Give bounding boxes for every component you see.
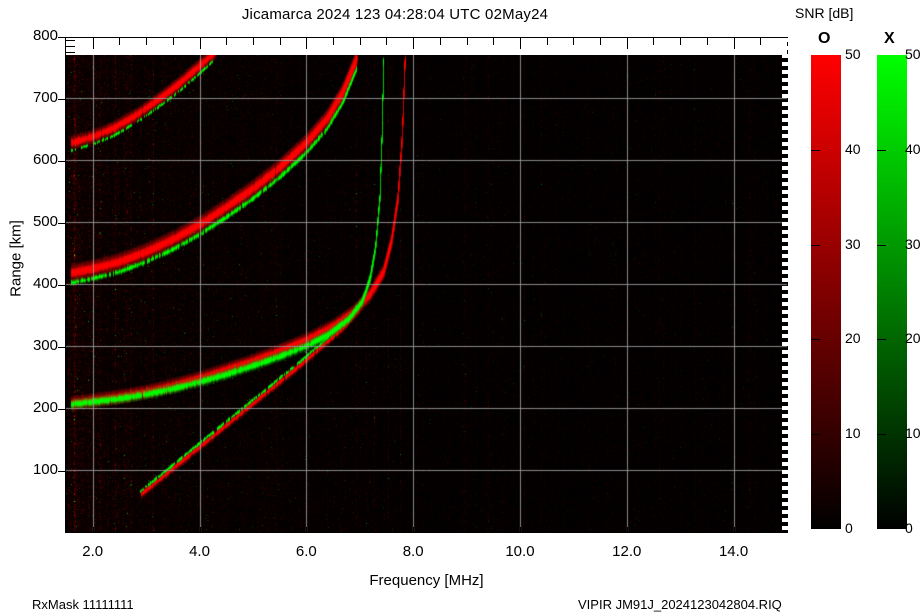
x-tick-label: 10.0 xyxy=(505,543,535,560)
top-tick-mark xyxy=(173,38,174,45)
y-tick-label: 300 xyxy=(32,337,58,354)
right-axis-dashes xyxy=(782,38,788,532)
top-tick-mark xyxy=(493,38,494,45)
y-tick-label: 500 xyxy=(32,213,58,230)
colorbar-tick-mark xyxy=(811,150,820,151)
x-tick-mark xyxy=(200,527,201,533)
colorbar-tick-label: 40 xyxy=(845,140,861,157)
page-title: Jicamarca 2024 123 04:28:04 UTC 02May24 xyxy=(241,6,549,23)
x-tick-mark xyxy=(93,527,94,533)
top-tick-mark xyxy=(253,38,254,45)
plot-head-strip xyxy=(66,38,787,55)
top-tick-mark xyxy=(600,38,601,45)
x-tick-mark xyxy=(413,527,414,533)
head-tick-mark xyxy=(66,46,75,47)
colorbar-tick-label: 10 xyxy=(845,425,861,442)
top-tick-mark xyxy=(226,38,227,45)
y-tick-mark xyxy=(58,409,65,410)
colorbar-tick-mark xyxy=(811,245,820,246)
top-tick-mark xyxy=(280,38,281,45)
y-tick-mark xyxy=(58,347,65,348)
y-tick-mark xyxy=(58,37,65,38)
colorbar-x-label: X xyxy=(884,30,895,47)
head-tick-mark xyxy=(66,52,75,53)
ionogram-heatmap xyxy=(66,55,787,532)
top-tick-mark xyxy=(119,38,120,45)
colorbar-tick-mark xyxy=(877,339,886,340)
top-tick-mark xyxy=(707,38,708,45)
x-tick-mark xyxy=(627,527,628,533)
rxmask-label: RxMask 11111111 xyxy=(32,597,134,612)
x-tick-mark xyxy=(520,527,521,533)
top-tick-mark xyxy=(653,38,654,45)
top-tick-mark xyxy=(627,38,628,49)
top-tick-mark xyxy=(520,38,521,49)
colorbar-tick-label: 20 xyxy=(845,330,861,347)
top-tick-mark xyxy=(547,38,548,45)
colorbar-tick-label: 0 xyxy=(905,520,913,536)
y-tick-mark xyxy=(58,223,65,224)
x-axis-label: Frequency [MHz] xyxy=(369,572,484,589)
colorbar-o-gradient xyxy=(811,55,841,529)
colorbar-tick-mark xyxy=(811,434,820,435)
y-tick-label: 700 xyxy=(32,89,58,106)
colorbar-tick-label: 50 xyxy=(905,46,921,62)
x-tick-mark xyxy=(306,527,307,533)
colorbar-tick-mark xyxy=(877,245,886,246)
top-tick-mark xyxy=(306,38,307,49)
y-tick-mark xyxy=(58,99,65,100)
y-axis-ticks: 100 200 300 400 500 600 700 800 xyxy=(0,0,65,614)
top-tick-mark xyxy=(333,38,334,45)
head-left-ticks xyxy=(66,38,86,55)
x-tick-label: 4.0 xyxy=(189,543,210,560)
x-tick-label: 6.0 xyxy=(295,543,317,560)
colorbar-o-label: O xyxy=(818,30,831,47)
colorbar-tick-mark xyxy=(877,150,886,151)
top-tick-mark xyxy=(360,38,361,45)
x-tick-mark xyxy=(734,527,735,533)
y-tick-label: 800 xyxy=(32,27,58,44)
colorbar-tick-label: 20 xyxy=(905,330,921,347)
y-tick-label: 600 xyxy=(32,151,58,168)
y-tick-mark xyxy=(58,161,65,162)
top-tick-mark xyxy=(200,38,201,49)
top-tick-mark xyxy=(734,38,735,49)
top-tick-mark xyxy=(760,38,761,45)
y-tick-mark xyxy=(58,471,65,472)
colorbar-x-gradient xyxy=(877,55,907,529)
top-tick-mark xyxy=(573,38,574,45)
colorbar-tick-label: 30 xyxy=(905,235,921,252)
top-tick-mark xyxy=(146,38,147,45)
top-axis-ticks xyxy=(66,38,788,50)
x-tick-label: 8.0 xyxy=(402,543,424,560)
top-tick-mark xyxy=(386,38,387,45)
x-tick-label: 14.0 xyxy=(718,543,749,560)
x-tick-label: 2.0 xyxy=(82,543,104,560)
top-tick-mark xyxy=(680,38,681,45)
y-tick-label: 200 xyxy=(32,399,58,416)
file-label: VIPIR JM91J_2024123042804.RIQ xyxy=(578,597,782,612)
y-tick-mark xyxy=(58,285,65,286)
colorbar-title: SNR [dB] xyxy=(795,5,854,21)
top-tick-mark xyxy=(440,38,441,45)
y-tick-label: 400 xyxy=(32,275,58,292)
colorbar-tick-label: 40 xyxy=(905,140,921,157)
colorbar-tick-label: 10 xyxy=(905,425,921,442)
y-tick-label: 100 xyxy=(32,461,58,478)
colorbar-tick-mark xyxy=(877,434,886,435)
colorbar-tick-label: 0 xyxy=(845,520,853,536)
top-tick-mark xyxy=(93,38,94,49)
colorbar-tick-label: 30 xyxy=(845,235,861,252)
head-tick-mark xyxy=(66,40,75,41)
x-tick-label: 12.0 xyxy=(612,543,642,560)
top-tick-mark xyxy=(413,38,414,49)
colorbar-tick-label: 50 xyxy=(845,46,861,62)
colorbar-tick-mark xyxy=(811,339,820,340)
top-tick-mark xyxy=(467,38,468,45)
